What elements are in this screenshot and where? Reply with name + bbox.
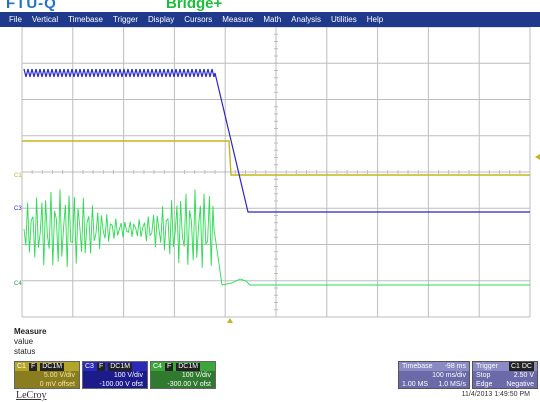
timebase-tdiv: 100 ms/div: [432, 372, 466, 379]
c4-sub1: F: [164, 362, 174, 371]
channel-c3-descriptor[interactable]: C3 F DC1M 100 V/div -100.00 V ofst: [82, 361, 148, 389]
timebase-descriptor[interactable]: Timebase -98 ms 100 ms/div 1.00 MS 1.0 M…: [398, 361, 470, 389]
caption-left-text: FTU-Q: [6, 0, 57, 12]
c4-marker-label: C4: [14, 281, 22, 287]
menu-trigger[interactable]: Trigger: [112, 15, 138, 24]
caption-strip: FTU-Q Bridge+: [0, 0, 540, 14]
trigger-type: Edge: [476, 381, 493, 388]
menu-measure[interactable]: Measure: [222, 15, 254, 24]
c4-offset: -300.00 V ofst: [167, 381, 211, 388]
trace-c1: [22, 140, 530, 176]
caption-right-text: Bridge+: [166, 0, 223, 12]
trigger-position-marker[interactable]: [227, 318, 233, 323]
timebase-samples: 1.00 MS: [402, 381, 429, 388]
menu-vertical[interactable]: Vertical: [31, 15, 59, 24]
trigger-mode: Stop: [476, 372, 491, 379]
datetime-stamp: 11/4/2013 1:49:50 PM: [461, 391, 530, 398]
waveform-display[interactable]: C1 C3 C4: [0, 27, 540, 327]
c4-tag: C4: [153, 363, 162, 370]
c4-vdiv: 100 V/div: [181, 372, 211, 379]
trigger-slope: Negative: [506, 381, 534, 388]
menu-display[interactable]: Display: [148, 15, 175, 24]
channel-c1-descriptor[interactable]: C1 F DC1M 5.00 V/div 0 mV offset: [14, 361, 80, 389]
c3-vdiv: 100 V/div: [113, 372, 143, 379]
c1-sub2: DC1M: [40, 362, 65, 371]
channel-c4-descriptor[interactable]: C4 F DC1M 100 V/div -300.00 V ofst: [150, 361, 216, 389]
trigger-level: 2.50 V: [513, 372, 534, 379]
c4-sub2: DC1M: [176, 362, 201, 371]
menu-file[interactable]: File: [9, 15, 22, 24]
c1-sub1: F: [28, 362, 38, 371]
trigger-tag: C1 DC: [508, 362, 534, 371]
c1-tag: C1: [17, 363, 26, 370]
menu-cursors[interactable]: Cursors: [184, 15, 213, 24]
measure-value-label: value: [14, 337, 34, 346]
c1-vdiv: 5.00 V/div: [43, 372, 75, 379]
measure-status-label: status: [14, 347, 36, 356]
measure-panel[interactable]: Measure value status: [14, 327, 46, 357]
c1-waveform: [22, 140, 530, 176]
menu-bar: File Vertical Timebase Trigger Display C…: [0, 12, 540, 27]
trace-c3: [23, 68, 530, 213]
c4-waveform: [23, 189, 530, 286]
c3-waveform: [23, 68, 530, 213]
c3-marker-label: C3: [14, 206, 22, 212]
c1-offset: 0 mV offset: [39, 381, 75, 388]
menu-timebase[interactable]: Timebase: [68, 15, 103, 24]
measure-title: Measure: [14, 327, 47, 336]
menu-help[interactable]: Help: [366, 15, 384, 24]
trace-c4: [23, 189, 530, 286]
menu-math[interactable]: Math: [263, 15, 282, 24]
trigger-level-marker[interactable]: [535, 154, 540, 160]
timebase-label: Timebase: [402, 363, 433, 370]
c3-sub1: F: [96, 362, 106, 371]
menu-analysis[interactable]: Analysis: [291, 15, 321, 24]
c3-sub2: DC1M: [108, 362, 133, 371]
c1-marker-label: C1: [14, 173, 22, 179]
timebase-delay: -98 ms: [444, 363, 466, 370]
c3-tag: C3: [85, 363, 94, 370]
lecroy-logo: LeCroy: [16, 390, 47, 401]
trigger-descriptor[interactable]: Trigger C1 DC Stop 2.50 V Edge Negative: [472, 361, 538, 389]
timebase-rate: 1.0 MS/s: [438, 381, 466, 388]
menu-utilities[interactable]: Utilities: [330, 15, 357, 24]
trigger-label: Trigger: [476, 363, 498, 370]
c3-offset: -100.00 V ofst: [99, 381, 143, 388]
